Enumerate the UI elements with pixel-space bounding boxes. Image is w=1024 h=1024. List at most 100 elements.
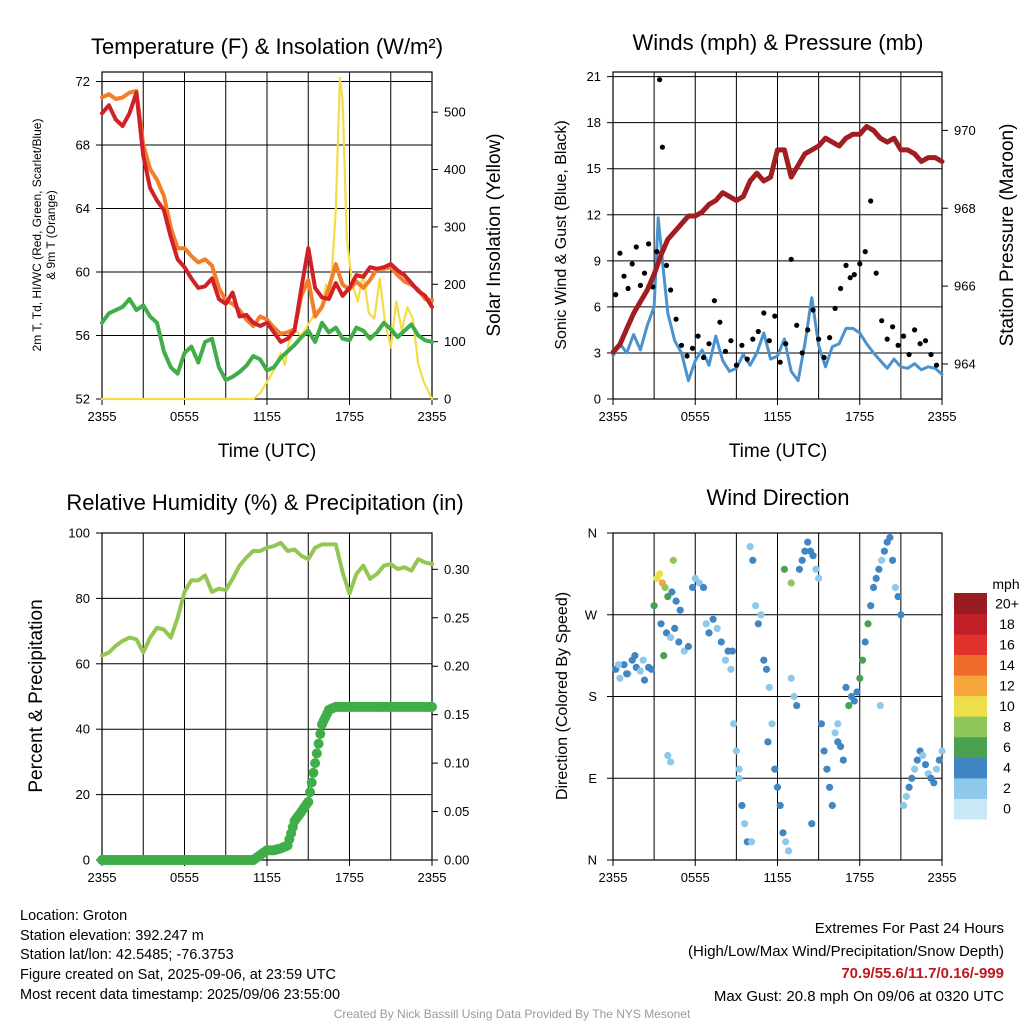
precipitation-point — [303, 796, 314, 807]
chart-title: Temperature (F) & Insolation (W/m²) — [91, 34, 443, 59]
x-axis-label: Time (UTC) — [729, 441, 828, 462]
colorbar-swatch-18 — [954, 613, 987, 635]
gust-point — [700, 354, 707, 361]
y2-tick-label: 0.20 — [444, 659, 469, 674]
gust-point — [621, 273, 627, 279]
y-tick-label: N — [588, 853, 597, 868]
gust-point — [857, 261, 863, 267]
direction-point — [667, 758, 675, 766]
x-tick-label: 1755 — [845, 870, 874, 885]
direction-point — [721, 656, 730, 664]
gust-point — [722, 348, 729, 354]
direction-point — [735, 774, 743, 782]
y-tick-label: 3 — [594, 345, 601, 360]
precipitation-point — [310, 758, 321, 769]
y2-axis-label: Solar Insolation (Yellow) — [484, 133, 505, 336]
direction-point — [717, 638, 725, 646]
direction-point — [668, 588, 676, 596]
y-tick-label: 15 — [587, 161, 601, 176]
y-tick-label: 60 — [76, 265, 90, 280]
gust-point — [847, 275, 853, 281]
x-tick-label: 0555 — [170, 409, 199, 424]
direction-point — [834, 720, 842, 728]
direction-point — [853, 688, 861, 696]
y2-tick-label: 0.15 — [444, 707, 469, 722]
colorbar-title: mph — [992, 576, 1019, 592]
direction-point — [757, 611, 765, 619]
direction-point — [702, 620, 710, 628]
y-axis-label: & 9m T (Orange) — [44, 190, 58, 280]
gust-point — [832, 305, 838, 311]
direction-point — [793, 702, 801, 710]
y-tick-label: 56 — [76, 328, 90, 343]
direction-point — [776, 801, 784, 810]
direction-point — [812, 565, 820, 573]
x-tick-label: 2355 — [88, 870, 117, 885]
gust-point — [901, 333, 907, 339]
direction-point — [762, 665, 771, 673]
gust-point — [711, 298, 718, 304]
gust-point — [750, 336, 756, 342]
gust-point — [766, 338, 772, 344]
y-tick-label: 18 — [587, 115, 601, 130]
gust-point — [633, 244, 639, 250]
x-tick-label: 0555 — [681, 870, 710, 885]
gust-point — [629, 261, 635, 267]
direction-point — [741, 820, 749, 828]
direction-point — [676, 606, 684, 614]
y-tick-label: 52 — [76, 392, 90, 407]
y-tick-label: 20 — [76, 787, 90, 802]
y-tick-label: 60 — [76, 656, 90, 671]
x-tick-label: 2355 — [599, 409, 628, 424]
direction-point — [842, 683, 850, 692]
y2-tick-label: 400 — [444, 162, 466, 177]
direction-point — [900, 801, 908, 810]
y-axis-label: Sonic Wind & Gust (Blue, Black) — [553, 120, 570, 349]
gust-point — [879, 318, 885, 324]
y-tick-label: 64 — [76, 201, 90, 216]
direction-point — [919, 751, 927, 760]
direction-point — [864, 620, 872, 628]
direction-point — [808, 820, 816, 828]
precipitation-point — [306, 777, 317, 788]
direction-point — [675, 638, 683, 646]
colorbar-label: 8 — [1003, 719, 1011, 735]
gust-point — [890, 324, 896, 330]
gust-point — [613, 292, 619, 298]
gust-point — [739, 342, 745, 348]
direction-point — [911, 765, 919, 773]
direction-point — [823, 765, 831, 773]
extremes-title: Extremes For Past 24 Hours — [814, 920, 1004, 937]
direction-point — [780, 565, 789, 573]
direction-point — [620, 661, 628, 669]
direction-point — [787, 674, 795, 682]
colorbar-swatch-16 — [954, 634, 987, 656]
direction-point — [878, 556, 886, 564]
extremes-subtitle: (High/Low/Max Wind/Precipitation/Snow De… — [688, 942, 1004, 960]
direction-point — [771, 765, 779, 773]
direction-point — [869, 583, 878, 592]
y2-tick-label: 0.10 — [444, 756, 469, 771]
gust-point — [922, 338, 929, 344]
gust-point — [659, 144, 666, 150]
gust-point — [788, 256, 794, 262]
gust-point — [668, 287, 674, 293]
gust-point — [717, 319, 723, 325]
gust-point — [862, 249, 868, 255]
station-info: Location: Groton Station elevation: 392.… — [20, 907, 340, 1006]
precipitation-point — [305, 787, 315, 798]
x-tick-label: 2355 — [928, 409, 957, 424]
direction-point — [828, 801, 836, 810]
direction-point — [905, 783, 913, 791]
extremes-values: 70.9/55.6/11.7/0.16/-999 — [841, 965, 1004, 983]
colorbar-label: 6 — [1003, 739, 1011, 755]
colorbar-label: 16 — [999, 636, 1015, 652]
x-tick-label: 0555 — [170, 870, 199, 885]
gust-point — [761, 310, 767, 316]
colorbar-label: 12 — [999, 678, 1015, 694]
direction-point — [861, 638, 869, 646]
direction-point — [728, 647, 736, 655]
direction-point — [768, 720, 776, 728]
gust-point — [663, 262, 670, 268]
y-tick-label: 9 — [594, 253, 601, 268]
